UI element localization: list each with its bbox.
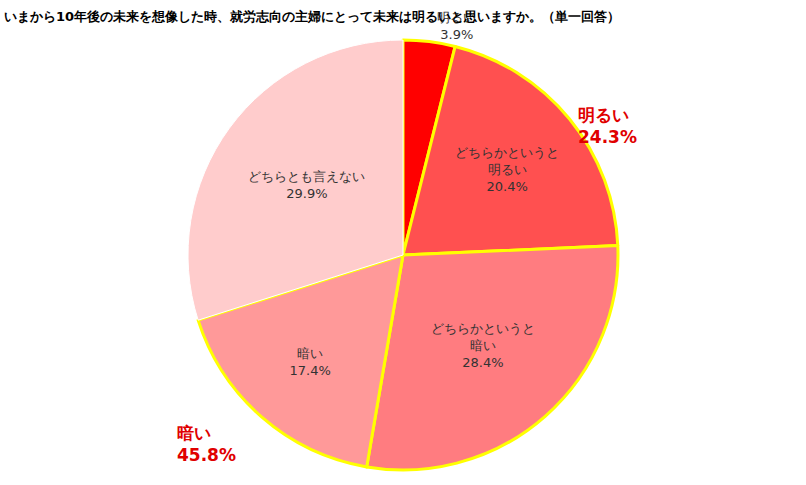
svg-text:いまから10年後の未来を想像した時、就労志向の主婦にとって未: いまから10年後の未来を想像した時、就労志向の主婦にとって未来は明るいと思います… bbox=[4, 9, 620, 24]
svg-text:暗い45.8%: 暗い45.8% bbox=[177, 423, 236, 465]
svg-text:明るい3.9%: 明るい3.9% bbox=[437, 10, 476, 42]
svg-text:どちらとも言えない29.9%: どちらとも言えない29.9% bbox=[248, 169, 365, 201]
svg-text:どちらかというと暗い28.4%: どちらかというと暗い28.4% bbox=[431, 321, 535, 370]
svg-text:明るい24.3%: 明るい24.3% bbox=[578, 105, 637, 147]
svg-text:どちらかというと明るい20.4%: どちらかというと明るい20.4% bbox=[455, 145, 559, 194]
svg-text:暗い17.4%: 暗い17.4% bbox=[289, 346, 330, 378]
